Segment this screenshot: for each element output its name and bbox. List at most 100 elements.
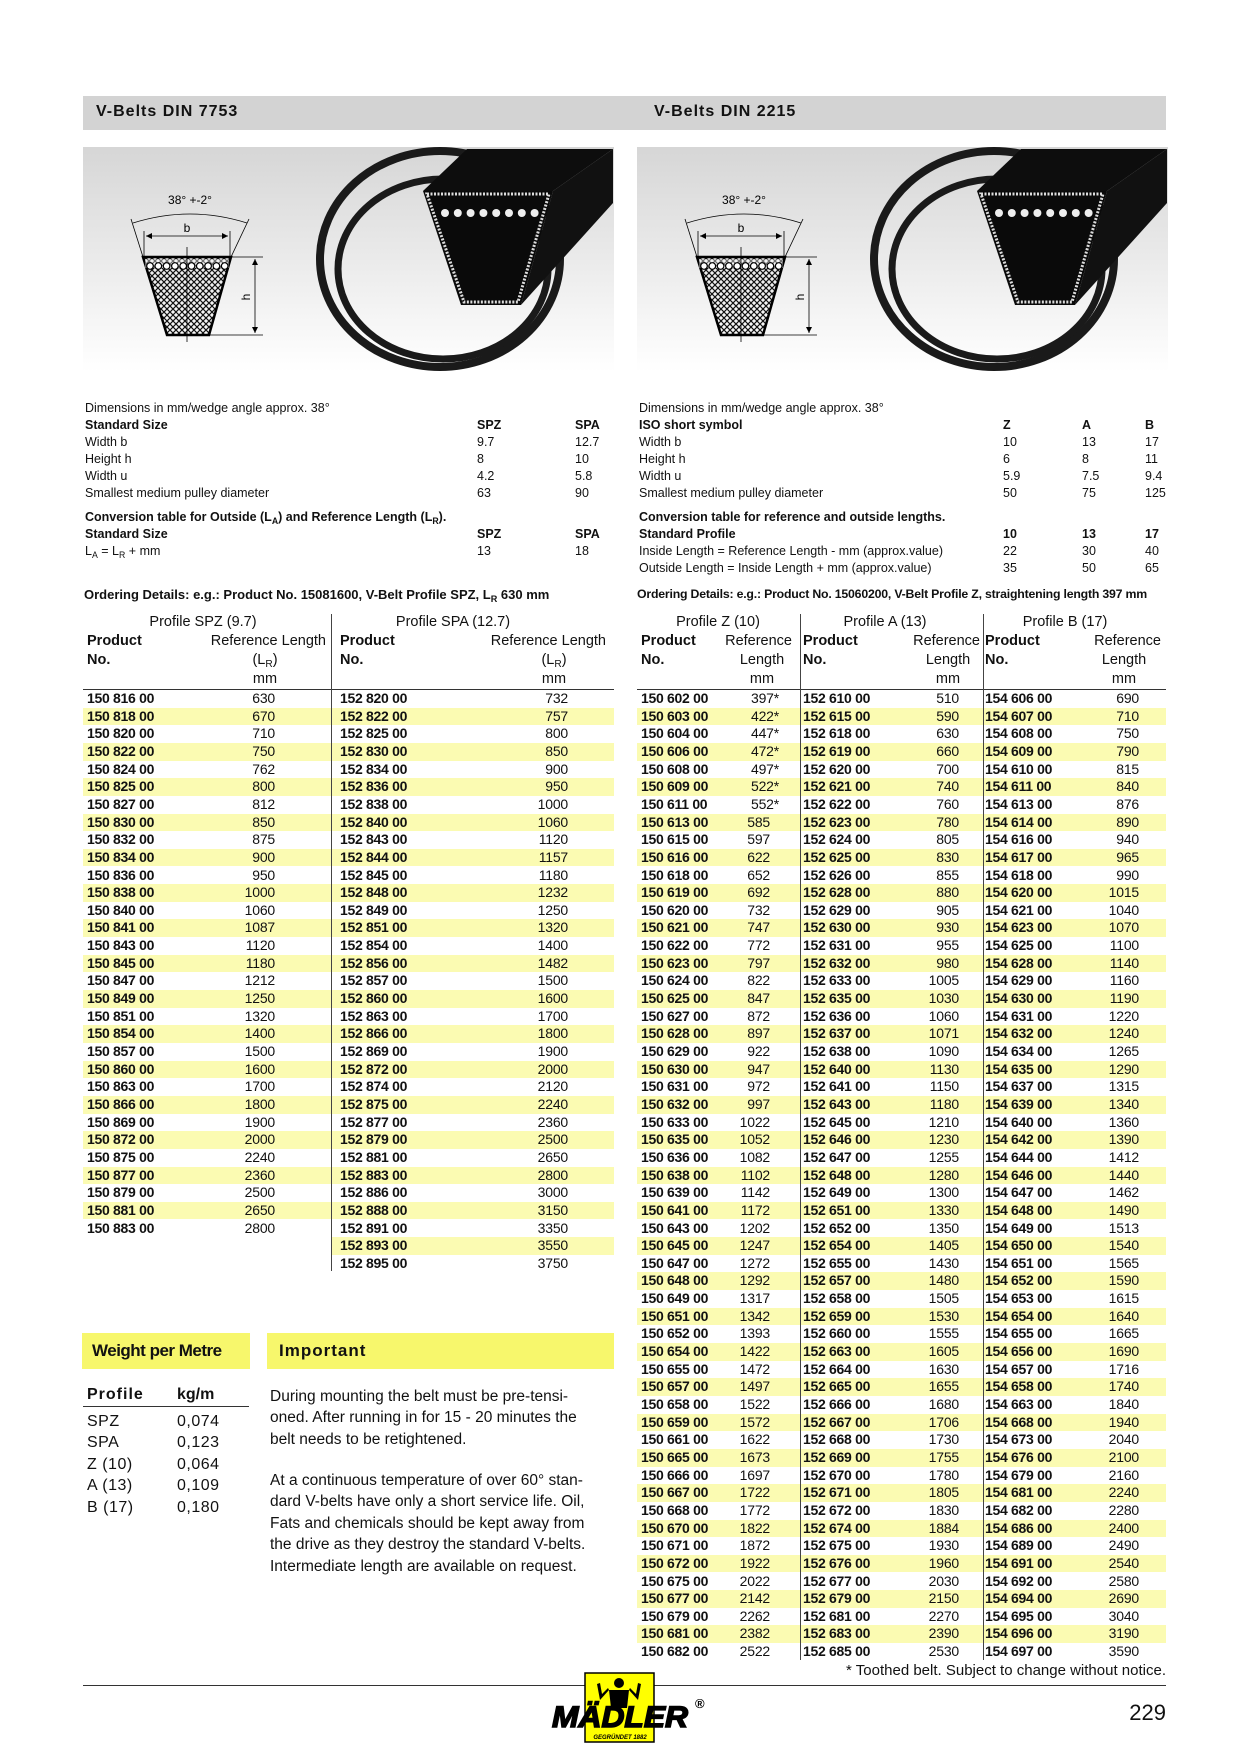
reference-length: 1630 (928, 1360, 960, 1377)
reference-length: 2530 (928, 1643, 960, 1660)
table-row: 152 834 00 900 (331, 761, 614, 779)
table-row: 152 672 00 1830 (800, 1502, 983, 1520)
table-row: 152 677 00 2030 (800, 1573, 983, 1591)
product-number: 152 893 00 (340, 1237, 408, 1254)
table-row: 152 676 00 1960 (800, 1554, 983, 1573)
weight-profile: SPZ (87, 1413, 120, 1430)
reference-length: 1422 (739, 1343, 771, 1360)
table-row: 152 683 00 2390 (800, 1625, 983, 1644)
weight-value: 0,064 (177, 1455, 220, 1473)
table-row: 150 630 00 947 (637, 1060, 800, 1079)
reference-length: 2270 (928, 1607, 960, 1624)
madler-logo: MÄDLER ® GEGRÜNDET 1882 (545, 1672, 715, 1744)
reference-length: 2120 (537, 1078, 569, 1095)
table-row: 150 611 00 552* (637, 796, 800, 814)
right-spec-value: 11 (1145, 452, 1158, 466)
left-conversion-title: Conversion table for Outside (LA) and Re… (85, 509, 446, 526)
reference-length: 510 (936, 690, 959, 706)
table-row: 150 682 00 2522 (637, 1643, 800, 1661)
col-header-no: No. (803, 652, 827, 668)
left-spec-spa: 12.7 (575, 435, 600, 449)
right-ordering-details: Ordering Details: e.g.: Product No. 1506… (637, 587, 1148, 601)
reference-length: 1412 (1108, 1148, 1140, 1165)
product-number: 150 827 00 (87, 795, 155, 812)
weight-value: 0,109 (177, 1477, 220, 1495)
reference-length: 980 (936, 954, 959, 971)
reference-length: 2240 (537, 1095, 569, 1112)
table-row: 152 621 00 740 (800, 778, 983, 796)
left-spec-col-spa: SPA (575, 418, 600, 432)
col-header-reference: Reference (913, 633, 980, 649)
reference-length: 3150 (537, 1201, 569, 1218)
reference-length: 2800 (244, 1219, 276, 1236)
table-row: 154 692 00 2580 (983, 1573, 1166, 1591)
table-row: 154 640 00 1360 (983, 1114, 1166, 1132)
table-row: 152 651 00 1330 (800, 1201, 983, 1220)
product-number: 152 874 00 (340, 1078, 408, 1095)
table-row: 154 607 00 710 (983, 707, 1166, 726)
table-row: 150 836 00 950 (83, 867, 331, 885)
table-row: 152 674 00 1884 (800, 1519, 983, 1538)
product-number: 152 683 00 (803, 1625, 871, 1642)
product-number: 154 634 00 (985, 1043, 1053, 1059)
product-number: 150 841 00 (87, 919, 155, 936)
table-row: 154 694 00 2690 (983, 1590, 1166, 1608)
reference-length: 747 (747, 919, 770, 936)
reference-length: 2650 (244, 1201, 276, 1218)
table-row: 150 849 00 1250 (83, 990, 331, 1008)
product-number: 150 627 00 (641, 1007, 709, 1024)
product-number: 154 610 00 (985, 760, 1053, 777)
product-number: 150 638 00 (641, 1166, 709, 1183)
product-number: 152 883 00 (340, 1166, 408, 1183)
reference-length: 2382 (739, 1625, 771, 1642)
reference-length: 2030 (928, 1572, 960, 1589)
table-row: 154 658 00 1740 (983, 1378, 1166, 1396)
reference-length: 780 (936, 813, 959, 830)
table-row: 150 877 00 2360 (83, 1166, 331, 1185)
table-row: 152 623 00 780 (800, 813, 983, 832)
right-spec-label: Width b (639, 435, 682, 449)
product-number: 152 872 00 (340, 1060, 408, 1077)
right-spec-label: Smallest medium pulley diameter (639, 486, 824, 500)
product-number: 150 630 00 (641, 1060, 709, 1077)
table-row: 152 659 00 1530 (800, 1307, 983, 1326)
table-row: 150 604 00 447* (637, 725, 800, 743)
table-row: 152 838 00 1000 (331, 796, 614, 814)
product-number: 152 658 00 (803, 1290, 871, 1307)
table-row: 154 620 00 1015 (983, 884, 1166, 902)
table-row: 150 603 00 422* (637, 707, 800, 726)
table-row: 152 625 00 830 (800, 848, 983, 867)
table-row: 154 682 00 2280 (983, 1502, 1166, 1520)
table-row: 150 671 00 1872 (637, 1537, 800, 1555)
important-text-line: belt needs to be retightened. (270, 1430, 467, 1448)
table-row: 150 651 00 1342 (637, 1307, 800, 1326)
left-spec-label: Width u (85, 469, 128, 483)
reference-length: 822 (747, 972, 770, 989)
product-number: 150 615 00 (641, 831, 709, 848)
table-row: 150 863 00 1700 (83, 1078, 331, 1096)
logo-tagline: GEGRÜNDET 1882 (593, 1734, 647, 1741)
table-row: 150 622 00 772 (637, 937, 800, 955)
table-row: 154 608 00 750 (983, 725, 1166, 743)
table-row: 150 834 00 900 (83, 848, 331, 867)
left-spec-spz: 63 (477, 486, 491, 500)
reference-length: 790 (1116, 742, 1139, 759)
table-row: 150 608 00 497* (637, 761, 800, 779)
reference-length: 1800 (244, 1095, 276, 1112)
table-row: 152 856 00 1482 (331, 954, 614, 973)
product-number: 152 854 00 (340, 937, 408, 954)
reference-length: 2262 (739, 1607, 771, 1624)
product-number: 152 657 00 (803, 1272, 871, 1289)
left-spec-label: Smallest medium pulley diameter (85, 486, 270, 500)
table-row: 150 658 00 1522 (637, 1396, 800, 1414)
product-number: 152 646 00 (803, 1131, 871, 1148)
table-row: 152 635 00 1030 (800, 990, 983, 1008)
right-conversion-value: 65 (1145, 561, 1159, 575)
reference-length: 757 (545, 707, 568, 724)
table-row: 150 670 00 1822 (637, 1519, 800, 1538)
col-header-length: Length (739, 652, 785, 668)
product-number: 150 635 00 (641, 1131, 709, 1148)
product-number: 150 866 00 (87, 1095, 155, 1112)
product-number: 150 639 00 (641, 1184, 709, 1201)
product-number: 150 816 00 (87, 690, 155, 706)
